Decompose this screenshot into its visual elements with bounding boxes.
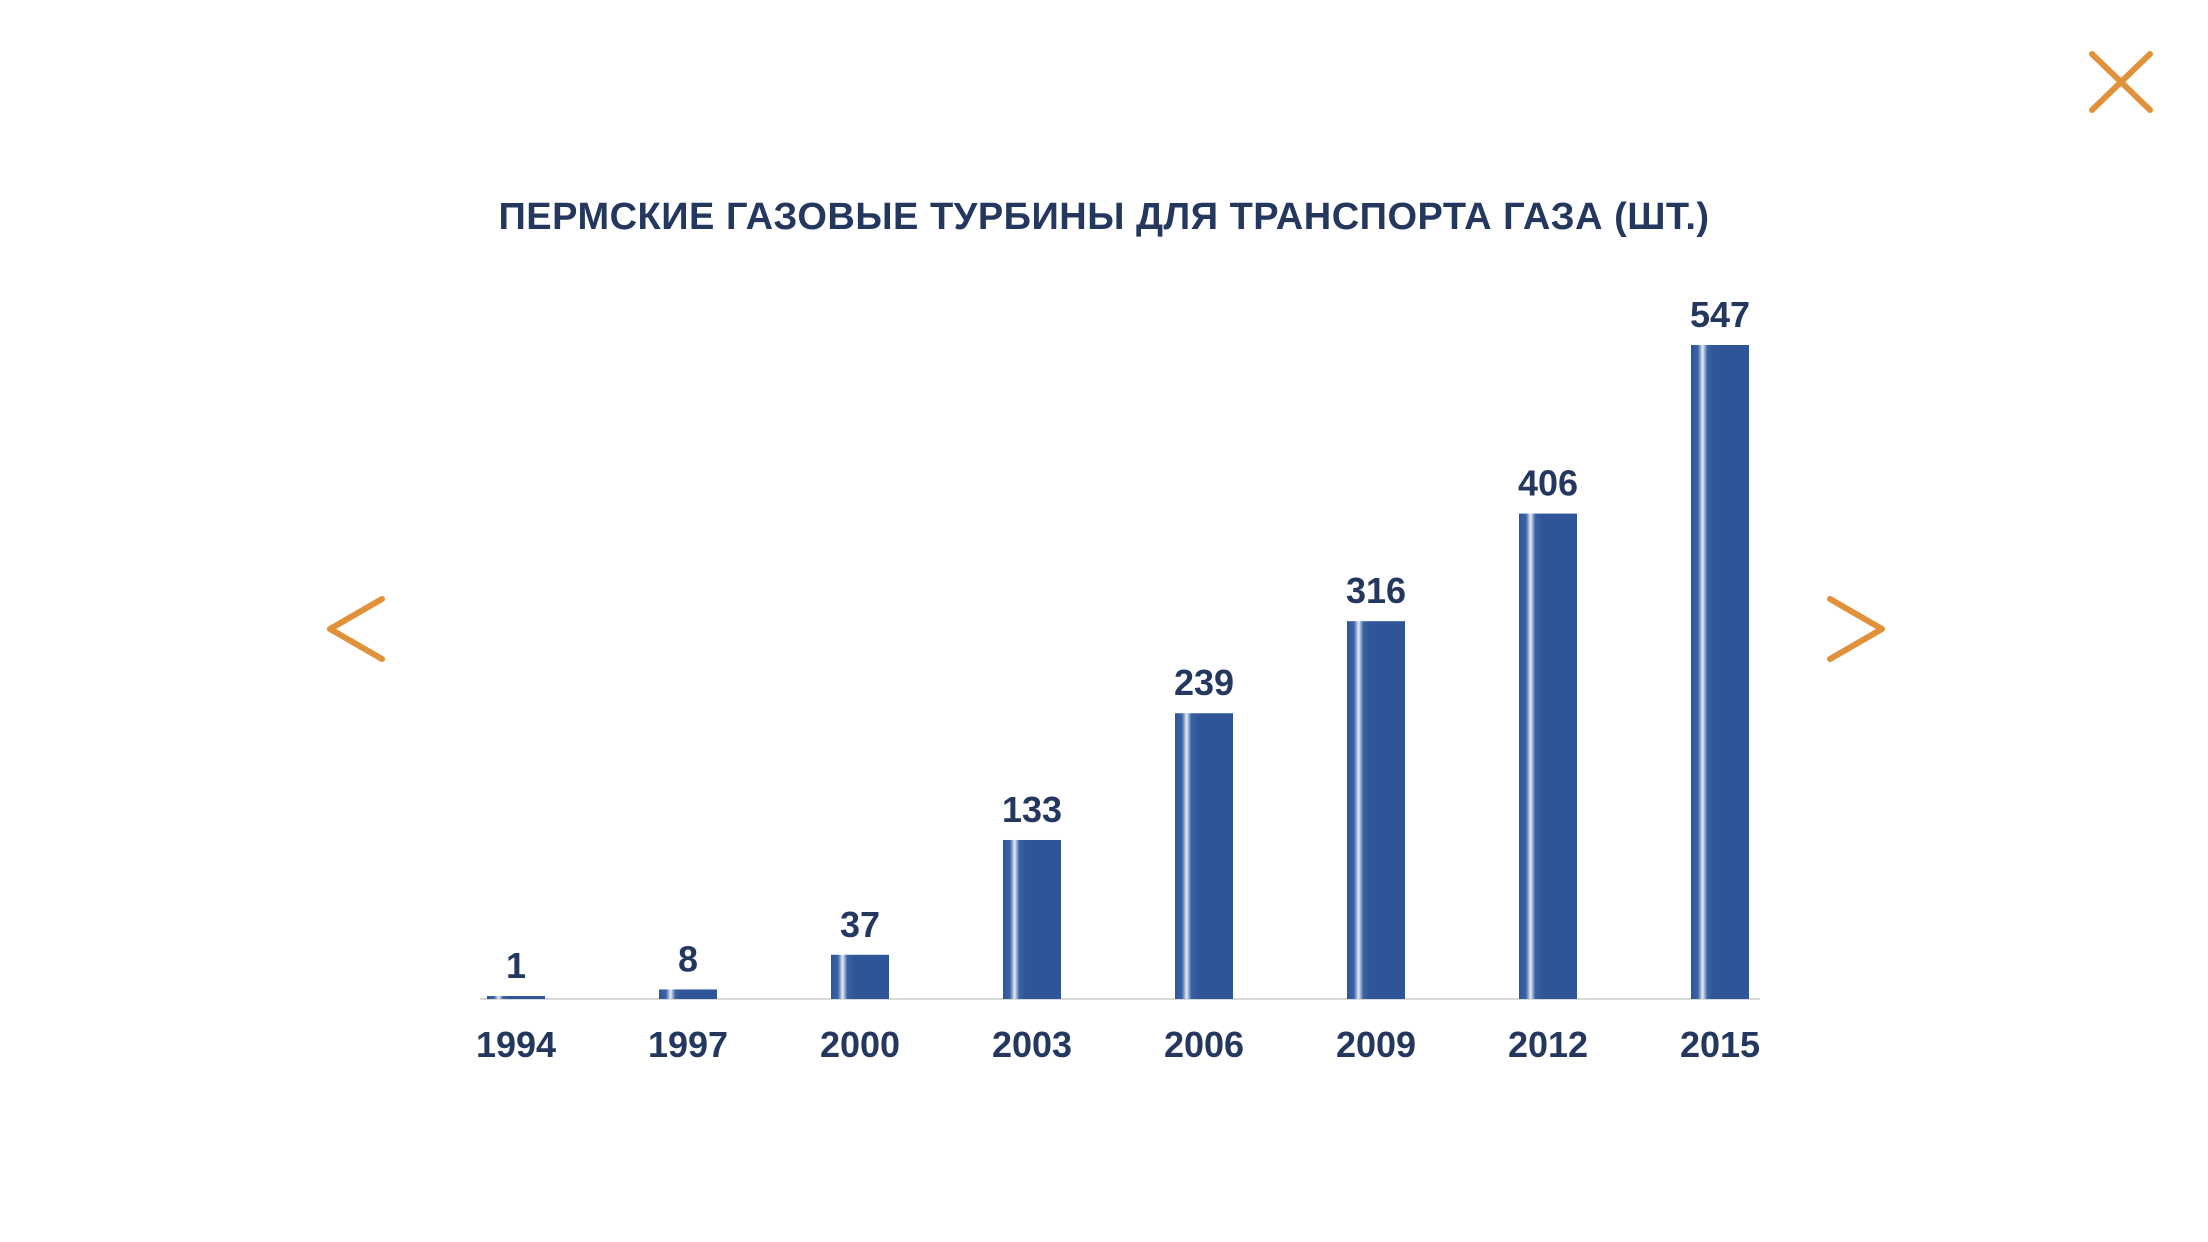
category-label-2015: 2015 xyxy=(1680,1024,1760,1065)
bar-2015 xyxy=(1691,345,1749,999)
chevron-left-icon xyxy=(327,596,385,662)
bar-2003 xyxy=(1003,839,1061,999)
next-slide-button[interactable] xyxy=(1820,575,1900,675)
category-label-2009: 2009 xyxy=(1336,1024,1416,1065)
bar-2000 xyxy=(831,954,889,999)
category-label-2006: 2006 xyxy=(1164,1024,1244,1065)
category-label-1997: 1997 xyxy=(648,1024,728,1065)
close-icon xyxy=(2089,51,2153,113)
value-label-2009: 316 xyxy=(1346,570,1406,611)
value-label-1994: 1 xyxy=(506,945,526,986)
bar-2006 xyxy=(1175,713,1233,999)
bar-1994 xyxy=(487,996,545,999)
close-button[interactable] xyxy=(2076,42,2156,122)
value-label-2000: 37 xyxy=(840,904,880,945)
value-label-2003: 133 xyxy=(1002,789,1062,830)
category-label-2012: 2012 xyxy=(1508,1024,1588,1065)
category-label-2000: 2000 xyxy=(820,1024,900,1065)
category-label-2003: 2003 xyxy=(992,1024,1072,1065)
value-label-2012: 406 xyxy=(1518,463,1578,504)
value-label-1997: 8 xyxy=(678,938,698,979)
previous-slide-button[interactable] xyxy=(312,575,392,675)
bar-2012 xyxy=(1519,513,1577,999)
chevron-right-icon xyxy=(1827,596,1885,662)
bar-2009 xyxy=(1347,621,1405,999)
value-label-2015: 547 xyxy=(1690,294,1750,335)
chart-title: ПЕРМСКИЕ ГАЗОВЫЕ ТУРБИНЫ ДЛЯ ТРАНСПОРТА … xyxy=(498,196,1710,238)
value-label-2006: 239 xyxy=(1174,662,1234,703)
category-label-1994: 1994 xyxy=(476,1024,556,1065)
bar-1997 xyxy=(659,989,717,999)
